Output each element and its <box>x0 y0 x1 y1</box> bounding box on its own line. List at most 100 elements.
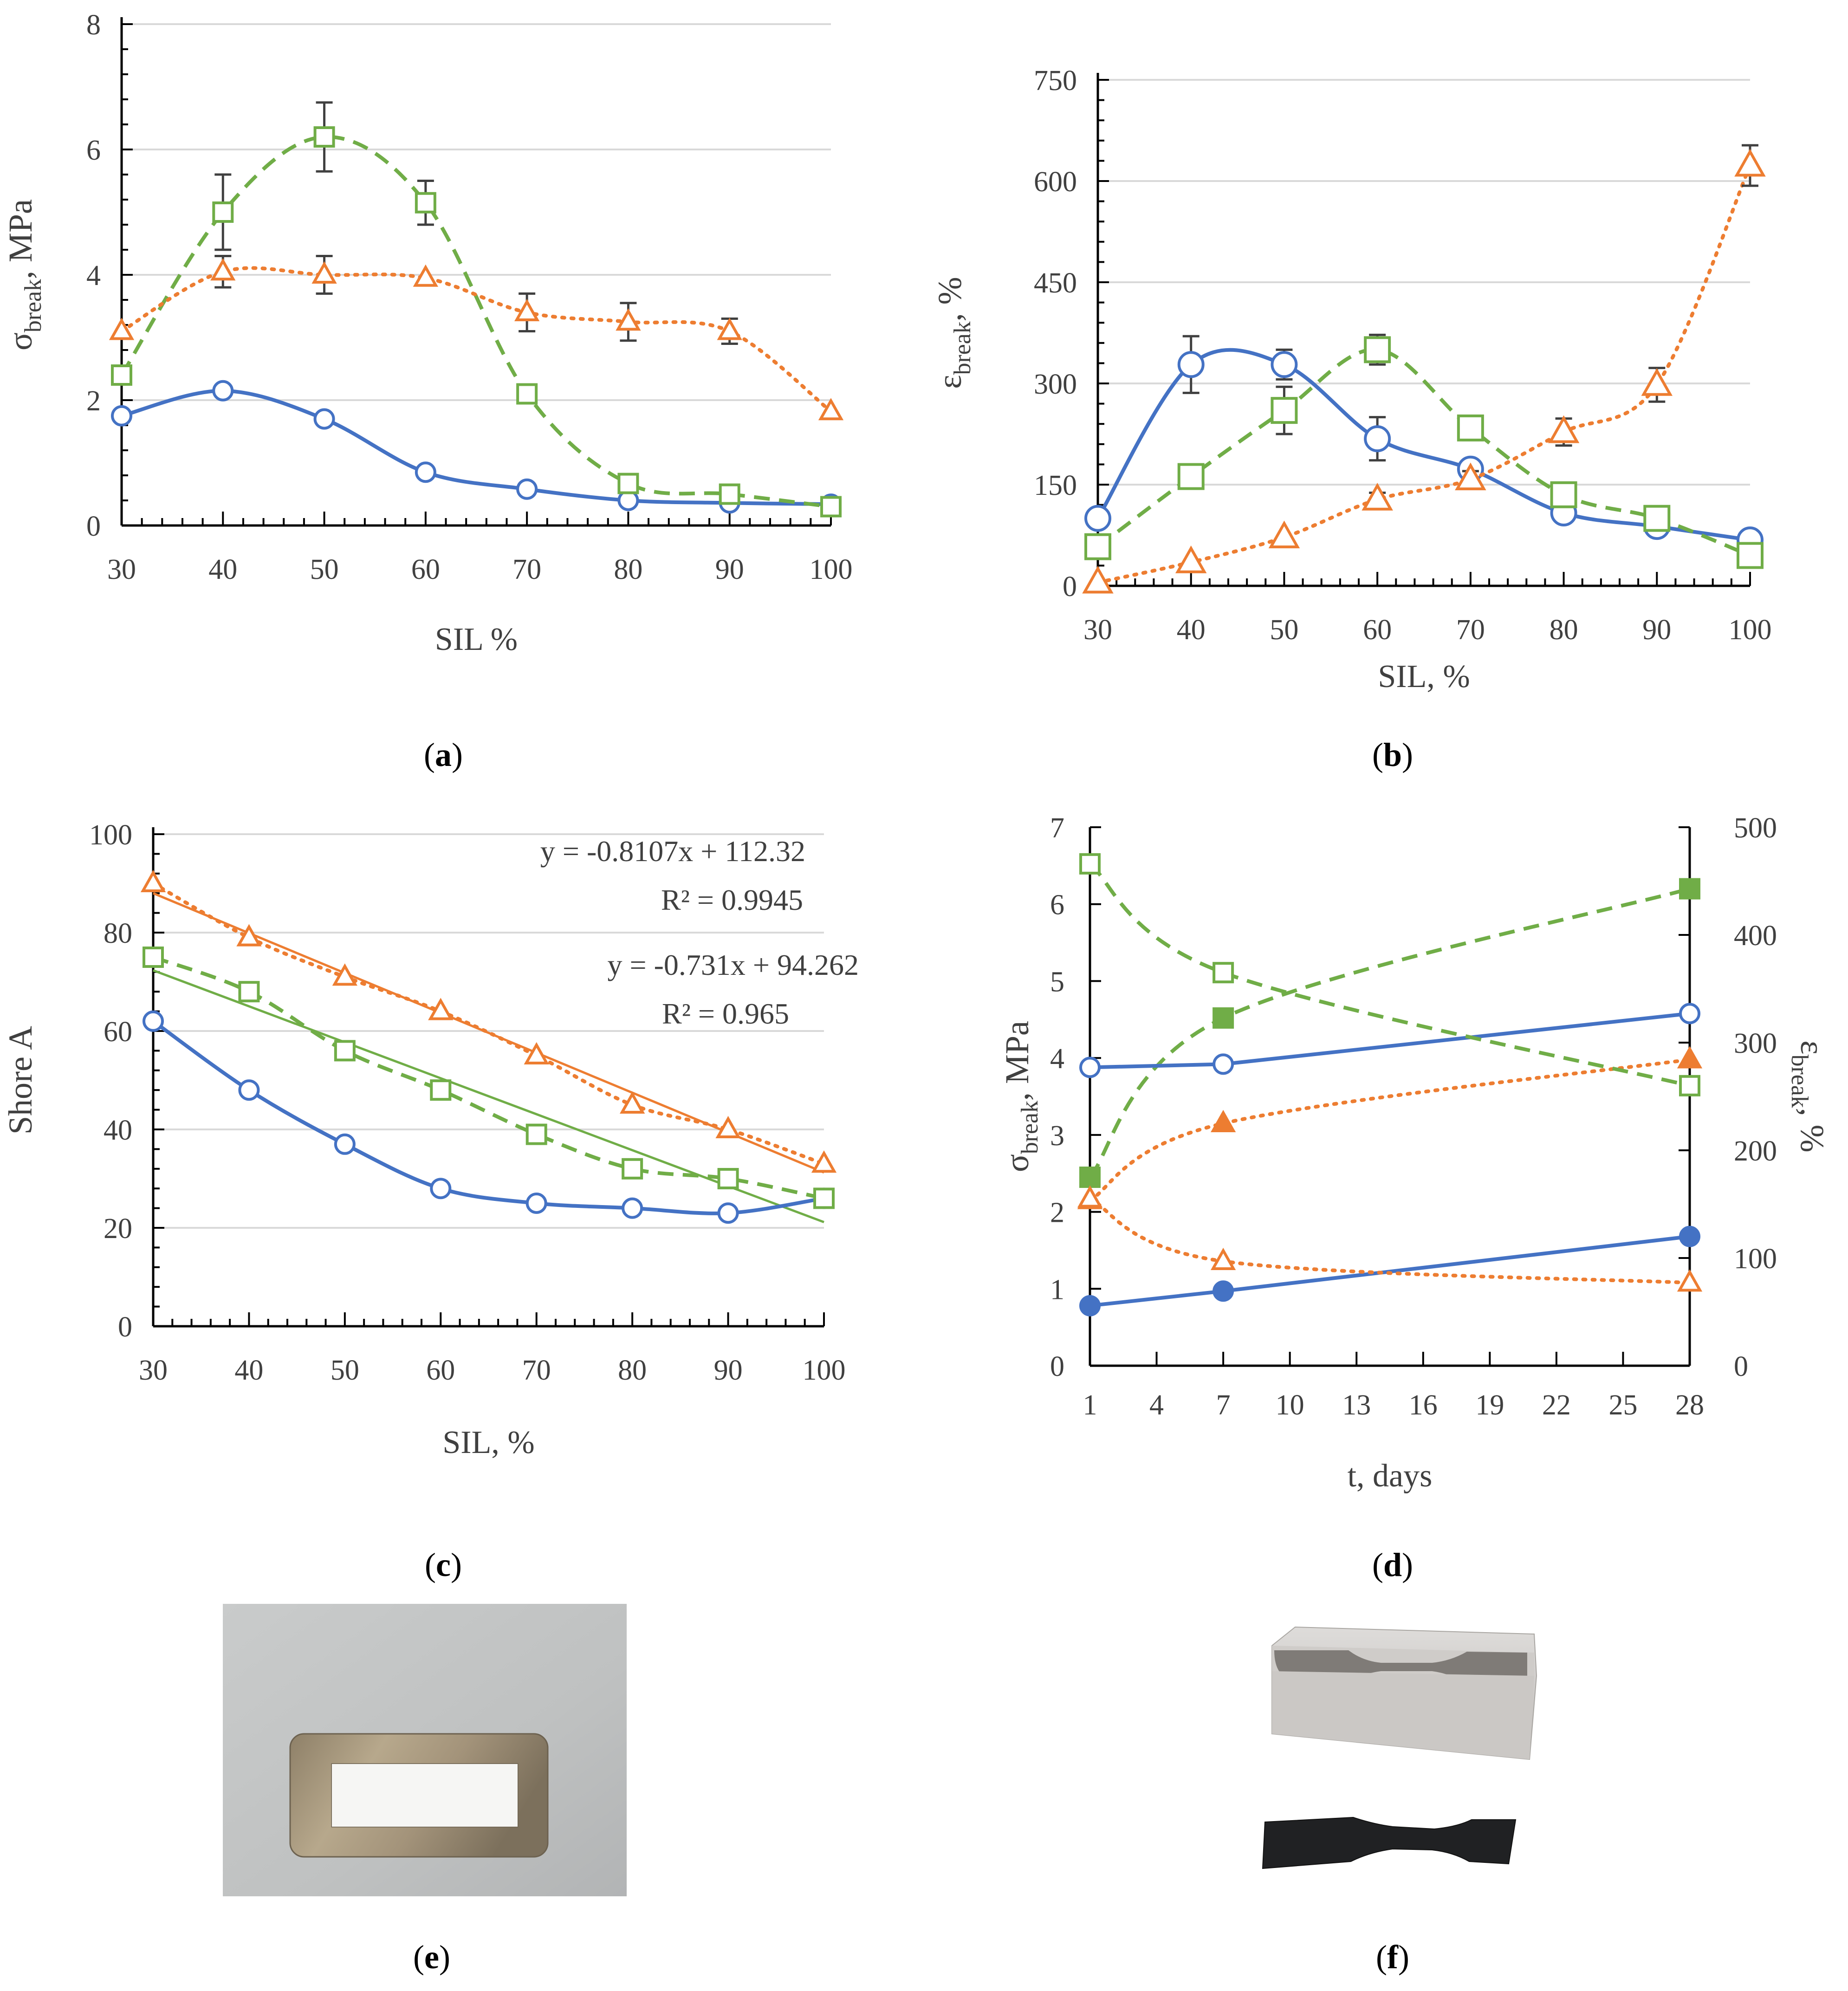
marker-square <box>1457 414 1484 441</box>
y-tick-label-right: 500 <box>1734 812 1777 844</box>
y-tick-label: 8 <box>86 9 101 41</box>
panel-label-c: (c) <box>425 1546 462 1583</box>
y-tick-label: 100 <box>89 819 132 851</box>
series-line-square <box>120 135 831 509</box>
marker-square <box>525 1123 547 1145</box>
marker-square <box>143 947 164 968</box>
x-tick-label: 70 <box>522 1355 551 1386</box>
marker-green-filled <box>1079 1167 1101 1188</box>
marker-triangle <box>413 264 438 287</box>
y-tick-label: 2 <box>86 385 101 417</box>
x-tick-label: 10 <box>1276 1389 1304 1421</box>
marker-circle <box>415 461 436 483</box>
x-axis-title: SIL, % <box>442 1425 534 1460</box>
y-axis-title: σbreak, MPa <box>2 199 46 350</box>
series-line-green-open <box>1089 862 1690 1088</box>
y-axis-title: εbreak, % <box>931 277 976 389</box>
x-tick-label: 40 <box>208 554 237 585</box>
marker-blue-filled <box>1679 1226 1700 1247</box>
y-tick-label: 300 <box>1034 369 1077 400</box>
panel-label-b: (b) <box>1372 736 1413 773</box>
marker-square <box>1271 397 1298 424</box>
series-line-square <box>152 955 824 1200</box>
marker-square <box>1643 505 1671 532</box>
marker-triangle <box>715 1115 741 1138</box>
marker-triangle <box>140 869 166 892</box>
x-tick-label: 70 <box>1456 614 1485 646</box>
marker-square <box>516 383 538 405</box>
marker-triangle <box>811 1150 837 1173</box>
x-tick-label: 60 <box>1363 614 1392 646</box>
y-tick-label: 0 <box>86 511 101 542</box>
x-tick-label: 28 <box>1675 1389 1704 1421</box>
marker-circle <box>1084 505 1111 532</box>
x-tick-label: 25 <box>1608 1389 1637 1421</box>
y-tick-label: 6 <box>86 135 101 166</box>
y-tick-label: 60 <box>104 1016 132 1048</box>
marker-orange-open <box>1077 1185 1103 1208</box>
marker-circle <box>313 408 335 430</box>
chart-d: 1 4 7 10 13 16 19 22 25 2801234567010020030040050… <box>999 812 1831 1494</box>
y-tick-label: 600 <box>1034 166 1077 198</box>
chart-b: 30 40 50 60 70 80 90 100 0 150 300 450 600 750 SIL, % ε… <box>931 65 1772 694</box>
marker-triangle <box>616 308 641 331</box>
marker-triangle <box>311 261 337 284</box>
marker-square <box>617 473 639 494</box>
x-tick-label: 19 <box>1475 1389 1504 1421</box>
marker-circle <box>1271 351 1298 378</box>
y-tick-label-right: 0 <box>1734 1351 1748 1382</box>
x-tick-label: 22 <box>1542 1389 1571 1421</box>
x-tick-label: 16 <box>1409 1389 1438 1421</box>
y-tick-label-left: 1 <box>1050 1274 1064 1305</box>
marker-circle <box>238 1079 260 1101</box>
series-line-blue-open <box>1089 1012 1690 1070</box>
x-tick-label: 80 <box>618 1355 647 1386</box>
panel-label-d: (d) <box>1372 1546 1413 1583</box>
x-tick-label: 4 <box>1149 1389 1164 1421</box>
x-axis-title: SIL % <box>435 622 518 657</box>
x-tick-label: 50 <box>310 554 339 585</box>
marker-orange-open <box>1677 1269 1703 1292</box>
y-axis-title-left: σbreak, MPa <box>999 1021 1043 1172</box>
marker-circle <box>334 1133 356 1155</box>
trendline-r2: R² = 0.9945 <box>661 883 803 916</box>
x-tick-label: 80 <box>1550 614 1578 646</box>
x-tick-label: 100 <box>803 1355 846 1386</box>
marker-blue-open <box>1079 1057 1101 1078</box>
y-tick-label-right: 300 <box>1734 1028 1777 1059</box>
marker-circle <box>430 1178 452 1200</box>
x-tick-label: 40 <box>1177 614 1206 646</box>
marker-triangle <box>1362 482 1393 511</box>
x-tick-label: 7 <box>1216 1389 1231 1421</box>
marker-orange-filled <box>1677 1046 1703 1069</box>
marker-circle <box>212 380 234 402</box>
chart-c: 30 40 50 60 70 80 90 100 0 20 40 60 80 100 SIL, % Shore… <box>2 819 859 1460</box>
marker-triangle <box>1548 415 1580 443</box>
y-tick-label-right: 400 <box>1734 920 1777 952</box>
marker-blue-filled <box>1079 1295 1101 1317</box>
y-tick-label-left: 7 <box>1050 812 1064 844</box>
marker-triangle <box>109 318 135 340</box>
x-tick-label: 90 <box>714 1355 743 1386</box>
marker-blue-open <box>1213 1053 1234 1075</box>
marker-circle <box>717 1202 739 1224</box>
marker-square <box>813 1187 835 1209</box>
marker-triangle <box>1175 545 1207 573</box>
trendline-green <box>153 969 824 1224</box>
x-tick-label: 60 <box>411 554 440 585</box>
y-tick-label: 80 <box>104 918 132 949</box>
y-tick-label: 150 <box>1034 470 1077 501</box>
y-tick-label-left: 4 <box>1050 1043 1064 1075</box>
photo-f-dogbone-mold <box>1262 1626 1537 1869</box>
x-tick-label: 70 <box>512 554 541 585</box>
panel-label-f: (f) <box>1376 1939 1409 1976</box>
y-tick-label: 0 <box>1063 571 1077 603</box>
y-tick-label-left: 0 <box>1050 1351 1064 1382</box>
marker-circle <box>143 1010 164 1032</box>
panel-label-a: (a) <box>424 736 463 773</box>
marker-green-open <box>1679 1075 1700 1096</box>
marker-orange-filled <box>1210 1109 1236 1132</box>
x-tick-label: 60 <box>426 1355 455 1386</box>
marker-blue-open <box>1679 1003 1700 1025</box>
